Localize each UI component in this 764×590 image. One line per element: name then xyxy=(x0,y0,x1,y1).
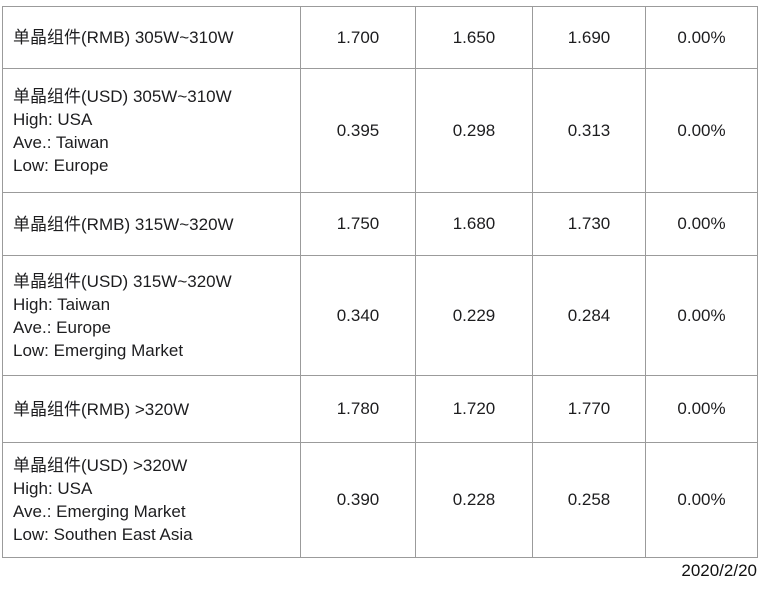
product-label-cell: 单晶组件(RMB) 315W~320W xyxy=(2,192,301,256)
price-cell: 0.298 xyxy=(415,68,533,193)
price-cell: 1.720 xyxy=(415,375,533,443)
table-row: 单晶组件(USD) 305W~310W High: USA Ave.: Taiw… xyxy=(2,68,758,193)
price-table-page: 单晶组件(RMB) 305W~310W 1.700 1.650 1.690 0.… xyxy=(0,6,764,590)
market-note-low: Low: Southen East Asia xyxy=(13,525,193,544)
product-name: 单晶组件(RMB) 305W~310W xyxy=(13,28,234,47)
market-note-low: Low: Europe xyxy=(13,155,109,175)
product-label-cell: 单晶组件(USD) >320W High: USA Ave.: Emerging… xyxy=(2,442,301,558)
table-row: 单晶组件(RMB) 305W~310W 1.700 1.650 1.690 0.… xyxy=(2,6,758,69)
product-label-cell: 单晶组件(USD) 305W~310W High: USA Ave.: Taiw… xyxy=(2,68,301,193)
price-cell: 1.770 xyxy=(532,375,646,443)
price-cell: 1.680 xyxy=(415,192,533,256)
price-cell: 0.228 xyxy=(415,442,533,558)
percent-cell: 0.00% xyxy=(645,192,758,256)
table-row: 单晶组件(USD) 315W~320W High: Taiwan Ave.: E… xyxy=(2,255,758,376)
product-label-cell: 单晶组件(RMB) >320W xyxy=(2,375,301,443)
table-row: 单晶组件(RMB) 315W~320W 1.750 1.680 1.730 0.… xyxy=(2,192,758,256)
price-cell: 1.780 xyxy=(300,375,416,443)
price-cell: 1.730 xyxy=(532,192,646,256)
percent-cell: 0.00% xyxy=(645,375,758,443)
price-cell: 0.258 xyxy=(532,442,646,558)
market-note-high: High: USA xyxy=(13,479,93,498)
market-note-high: High: Taiwan xyxy=(13,294,111,314)
table-row: 单晶组件(USD) >320W High: USA Ave.: Emerging… xyxy=(2,442,758,558)
product-label-cell: 单晶组件(RMB) 305W~310W xyxy=(2,6,301,69)
product-name: 单晶组件(USD) 315W~320W xyxy=(13,271,232,291)
price-cell: 1.690 xyxy=(532,6,646,69)
market-note-ave: Ave.: Emerging Market xyxy=(13,502,186,521)
price-cell: 0.340 xyxy=(300,255,416,376)
percent-cell: 0.00% xyxy=(645,6,758,69)
table-row: 单晶组件(RMB) >320W 1.780 1.720 1.770 0.00% xyxy=(2,375,758,443)
price-cell: 0.229 xyxy=(415,255,533,376)
price-cell: 1.750 xyxy=(300,192,416,256)
market-note-low: Low: Emerging Market xyxy=(13,340,184,360)
market-note-ave: Ave.: Europe xyxy=(13,317,111,337)
product-label-cell: 单晶组件(USD) 315W~320W High: Taiwan Ave.: E… xyxy=(2,255,301,376)
product-name: 单晶组件(USD) >320W xyxy=(13,456,188,475)
product-name: 单晶组件(RMB) >320W xyxy=(13,399,190,419)
price-table: 单晶组件(RMB) 305W~310W 1.700 1.650 1.690 0.… xyxy=(2,6,758,558)
percent-cell: 0.00% xyxy=(645,68,758,193)
market-note-high: High: USA xyxy=(13,109,93,129)
price-cell: 0.390 xyxy=(300,442,416,558)
price-cell: 1.650 xyxy=(415,6,533,69)
product-name: 单晶组件(RMB) 315W~320W xyxy=(13,214,234,234)
report-date: 2020/2/20 xyxy=(681,561,757,580)
price-cell: 1.700 xyxy=(300,6,416,69)
market-note-ave: Ave.: Taiwan xyxy=(13,132,109,152)
product-name: 单晶组件(USD) 305W~310W xyxy=(13,86,232,106)
price-cell: 0.313 xyxy=(532,68,646,193)
percent-cell: 0.00% xyxy=(645,255,758,376)
percent-cell: 0.00% xyxy=(645,442,758,558)
price-cell: 0.284 xyxy=(532,255,646,376)
price-cell: 0.395 xyxy=(300,68,416,193)
